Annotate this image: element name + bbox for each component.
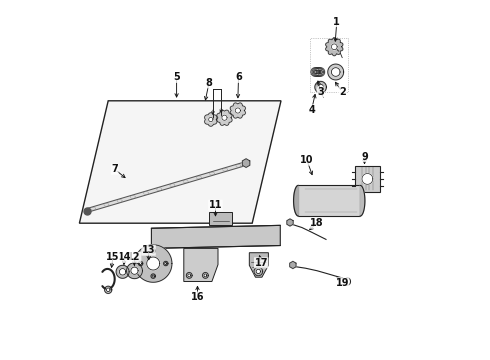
Polygon shape <box>298 185 360 216</box>
Polygon shape <box>202 273 208 278</box>
Polygon shape <box>131 267 138 274</box>
Polygon shape <box>151 225 280 248</box>
Polygon shape <box>165 262 167 265</box>
Polygon shape <box>249 253 269 277</box>
Polygon shape <box>318 70 321 74</box>
Text: 4: 4 <box>308 105 315 115</box>
Polygon shape <box>243 159 250 167</box>
Polygon shape <box>222 115 227 120</box>
Text: 12: 12 <box>127 252 141 262</box>
Polygon shape <box>209 212 232 225</box>
Text: 14: 14 <box>118 252 131 262</box>
Text: 3: 3 <box>317 87 324 97</box>
Polygon shape <box>152 275 154 277</box>
Text: 10: 10 <box>300 155 314 165</box>
Polygon shape <box>116 265 129 278</box>
Polygon shape <box>315 81 326 93</box>
Text: 6: 6 <box>235 72 242 82</box>
Polygon shape <box>205 113 217 126</box>
Polygon shape <box>290 261 296 269</box>
Text: 16: 16 <box>191 292 204 302</box>
Polygon shape <box>360 185 365 216</box>
Polygon shape <box>140 262 142 265</box>
Text: 18: 18 <box>310 218 324 228</box>
Polygon shape <box>217 110 232 125</box>
Polygon shape <box>134 245 172 282</box>
Polygon shape <box>331 44 337 50</box>
Text: 9: 9 <box>361 152 368 162</box>
Polygon shape <box>151 249 155 253</box>
Polygon shape <box>184 248 218 282</box>
Polygon shape <box>362 174 373 184</box>
Polygon shape <box>147 257 160 270</box>
Polygon shape <box>188 274 191 277</box>
Polygon shape <box>328 64 343 80</box>
Polygon shape <box>235 108 241 113</box>
Polygon shape <box>287 219 293 226</box>
Polygon shape <box>312 68 321 76</box>
Polygon shape <box>311 68 319 76</box>
Text: 11: 11 <box>209 200 222 210</box>
Polygon shape <box>315 70 318 74</box>
Polygon shape <box>106 288 110 292</box>
Text: 5: 5 <box>173 72 180 82</box>
Polygon shape <box>294 185 298 216</box>
Polygon shape <box>254 267 263 276</box>
Text: 13: 13 <box>142 245 155 255</box>
Polygon shape <box>355 166 380 192</box>
Text: 1: 1 <box>333 17 340 27</box>
Polygon shape <box>79 101 281 223</box>
Polygon shape <box>314 70 317 74</box>
Polygon shape <box>152 250 154 252</box>
Text: 19: 19 <box>336 278 349 288</box>
Polygon shape <box>314 68 322 76</box>
Text: 7: 7 <box>111 164 118 174</box>
Polygon shape <box>316 68 325 76</box>
Text: 2: 2 <box>339 87 345 97</box>
Polygon shape <box>318 84 323 90</box>
Polygon shape <box>164 261 168 266</box>
Polygon shape <box>126 263 143 279</box>
Polygon shape <box>186 273 192 278</box>
Polygon shape <box>230 103 245 118</box>
Polygon shape <box>326 38 343 56</box>
Polygon shape <box>315 68 323 76</box>
Polygon shape <box>104 286 112 293</box>
Text: 15: 15 <box>106 252 120 262</box>
Polygon shape <box>120 269 126 275</box>
Polygon shape <box>318 70 322 74</box>
Polygon shape <box>316 70 319 74</box>
Text: 17: 17 <box>254 258 268 268</box>
Polygon shape <box>151 274 155 278</box>
Polygon shape <box>256 269 261 274</box>
Polygon shape <box>139 261 143 266</box>
Text: 8: 8 <box>206 78 213 88</box>
Polygon shape <box>331 68 340 76</box>
Polygon shape <box>209 117 213 122</box>
Polygon shape <box>204 274 207 277</box>
